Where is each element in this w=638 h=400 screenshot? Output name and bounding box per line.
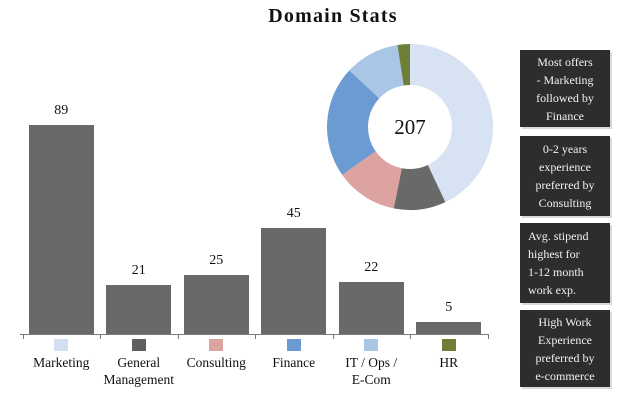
axis-label-hr: HR	[439, 355, 459, 370]
axis-label-consulting: Consulting	[186, 355, 246, 370]
bar-general-management	[106, 285, 172, 334]
donut-segment-finance	[327, 70, 380, 175]
legend-swatch-consulting	[209, 339, 224, 351]
x-axis-tick	[410, 334, 411, 339]
donut-chart-svg: 207	[327, 43, 493, 210]
x-axis-tick	[22, 334, 24, 339]
bar-value-it-ops-e-com: 22	[364, 260, 379, 275]
axis-label-general-management: General Management	[103, 355, 174, 387]
donut-segment-consulting	[342, 151, 402, 209]
insight-note-2: 0-2 years experience preferred by Consul…	[520, 136, 610, 216]
bar-value-finance: 45	[286, 206, 301, 221]
axis-label-finance: Finance	[272, 355, 316, 370]
bar-value-hr: 5	[445, 300, 453, 315]
axis-label-marketing: Marketing	[33, 355, 90, 370]
bar-it-ops-e-com	[338, 282, 404, 334]
legend-swatch-hr	[441, 339, 456, 351]
x-axis-line	[20, 334, 489, 335]
x-axis-tick	[332, 334, 334, 339]
bar-marketing	[28, 125, 94, 334]
x-axis-tick	[177, 334, 179, 339]
insight-note-4: High Work Experience preferred by e-comm…	[520, 310, 610, 387]
bar-hr	[416, 322, 482, 334]
insight-note-1: Most offers - Marketing followed by Fina…	[520, 50, 610, 127]
bar-consulting	[183, 275, 249, 334]
bar-finance	[261, 228, 327, 334]
insight-note-3: Avg. stipend highest for 1-12 month work…	[520, 223, 610, 303]
x-axis-tick	[487, 334, 489, 339]
chart-title: Domain Stats	[268, 5, 398, 27]
x-axis-tick	[100, 334, 101, 339]
bar-value-marketing: 89	[54, 103, 69, 118]
donut-segment-general-management	[393, 165, 446, 210]
bar-value-consulting: 25	[209, 253, 224, 268]
donut-segment-marketing	[410, 44, 493, 203]
legend-swatch-general-management	[131, 339, 146, 351]
bar-value-general-management: 21	[131, 263, 146, 278]
donut-total-label: 207	[394, 115, 426, 139]
axis-label-it-ops-e-com: IT / Ops / E-Com	[345, 355, 398, 387]
x-axis-tick	[255, 334, 256, 339]
legend-swatch-finance	[286, 339, 301, 351]
legend-swatch-it-ops-e-com	[364, 339, 379, 351]
donut-segment-it-ops-e-com	[349, 44, 404, 99]
donut-segment-hr	[397, 43, 410, 86]
legend-swatch-marketing	[54, 339, 69, 351]
